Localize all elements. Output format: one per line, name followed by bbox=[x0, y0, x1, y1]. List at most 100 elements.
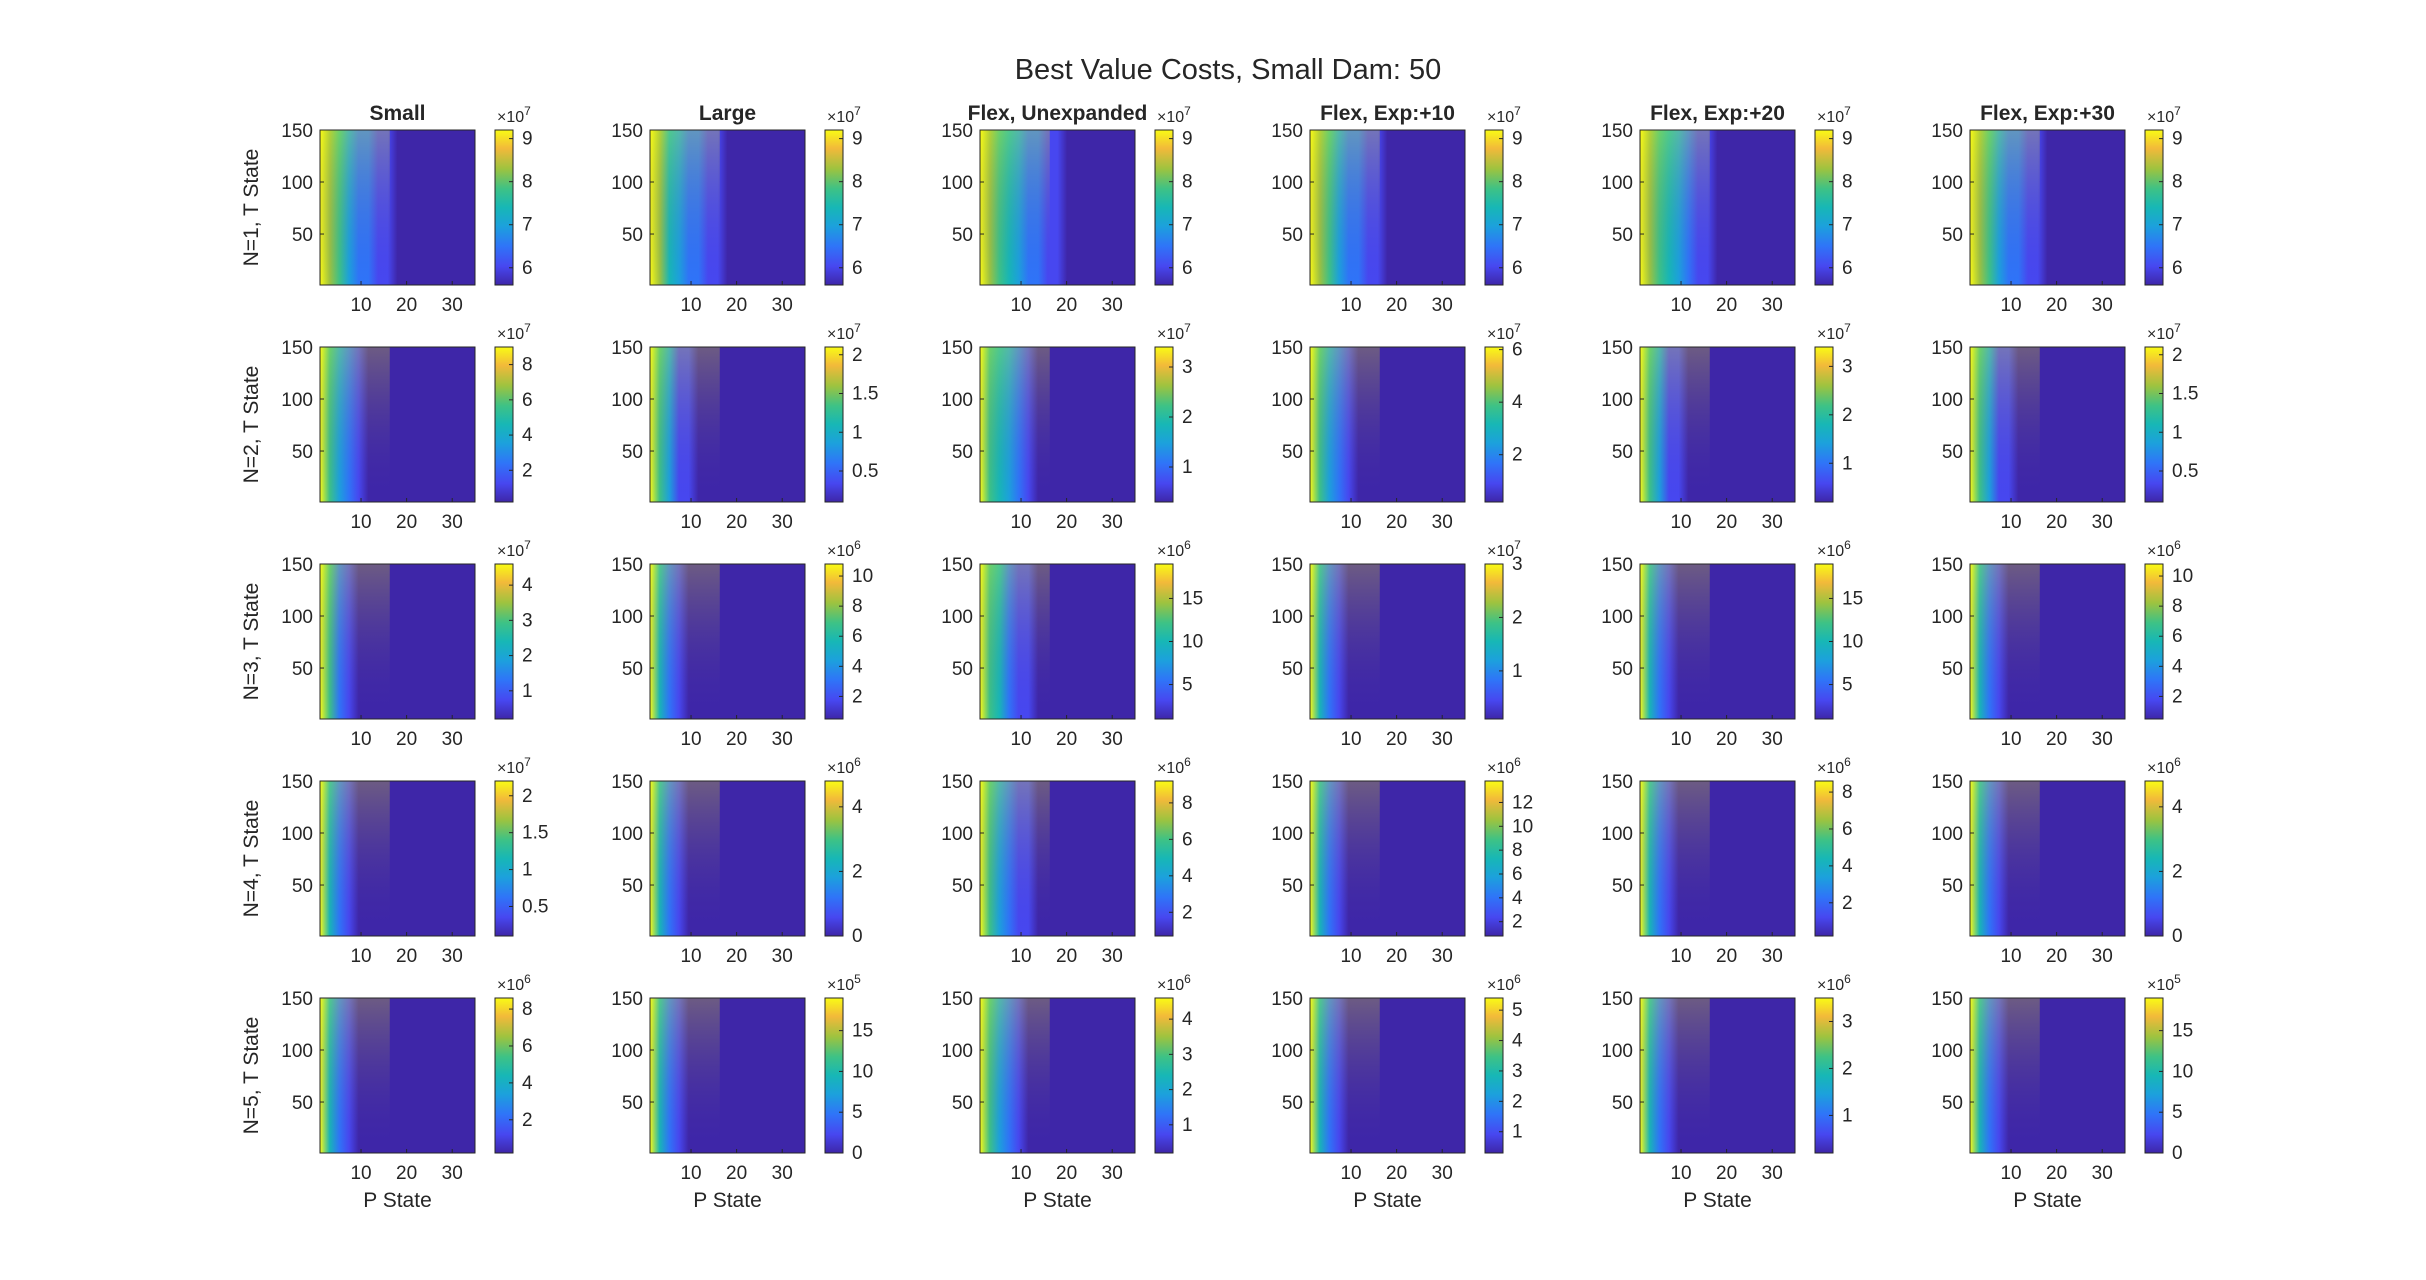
x-tick-label: 20 bbox=[1716, 295, 1737, 316]
colorbar-exponent: ×107 bbox=[497, 321, 531, 343]
colorbar-tick-label: 2 bbox=[1512, 607, 1523, 628]
y-tick-label: 50 bbox=[1942, 876, 1963, 897]
heatmap-overlay bbox=[1310, 347, 1380, 502]
colorbar bbox=[494, 346, 514, 503]
colorbar-tick-label: 4 bbox=[522, 575, 533, 596]
colorbar-tick-label: 7 bbox=[1842, 215, 1853, 236]
x-tick-label: 10 bbox=[1010, 295, 1031, 316]
y-tick-label: 50 bbox=[952, 659, 973, 680]
colorbar-exponent: ×107 bbox=[2147, 321, 2181, 343]
x-tick-label: 20 bbox=[396, 512, 417, 533]
axes-box bbox=[1309, 780, 1466, 937]
heatmap-panel: 50 100 150 10 20 30 6 7 8 9 ×107 Flex, Unexpanded bbox=[941, 102, 1192, 316]
y-tick-label: 150 bbox=[1931, 338, 1963, 359]
x-tick-label: 10 bbox=[1670, 729, 1691, 750]
colorbar-tick-label: 6 bbox=[1182, 829, 1193, 850]
colorbar bbox=[2144, 997, 2164, 1154]
axes-box bbox=[979, 780, 1136, 937]
x-tick-label: 20 bbox=[726, 946, 747, 967]
heatmap-panel: 50 100 150 10 20 30 2 4 6 8 ×107 N=2, T State bbox=[240, 321, 533, 533]
colorbar-exponent-power: 6 bbox=[1514, 972, 1521, 986]
x-tick-label: 20 bbox=[1716, 512, 1737, 533]
colorbar-tick-label: 9 bbox=[1842, 129, 1853, 150]
y-tick-label: 50 bbox=[1282, 225, 1303, 246]
heatmap-panel: 50 100 150 10 20 30 0.5 1 1.5 2×107 bbox=[611, 321, 878, 533]
colorbar-tick-label: 2 bbox=[1842, 1058, 1853, 1079]
colorbar-tick-label: 4 bbox=[1182, 1009, 1193, 1030]
heatmap-panel: 50 100 150 10 20 30 5 10 15 ×106 bbox=[941, 538, 1203, 750]
colorbar-exponent-power: 7 bbox=[2174, 104, 2181, 118]
x-tick-label: 10 bbox=[680, 946, 701, 967]
y-tick-label: 50 bbox=[1612, 225, 1633, 246]
y-tick-label: 150 bbox=[1931, 772, 1963, 793]
y-tick-label: 50 bbox=[292, 225, 313, 246]
y-tick-label: 150 bbox=[1601, 338, 1633, 359]
colorbar-exponent-power: 5 bbox=[854, 972, 861, 986]
colorbar-exponent: ×107 bbox=[497, 538, 531, 560]
y-tick-label: 50 bbox=[622, 225, 643, 246]
colorbar-tick-label: 1 bbox=[1182, 1115, 1193, 1136]
heatmap-panel: 50 100 150 10 20 30 2 4 6 8 ×106 bbox=[1601, 755, 1853, 967]
colorbar-tick-label: 6 bbox=[522, 390, 533, 411]
colorbar-tick-label: 8 bbox=[1842, 782, 1853, 803]
heatmap-panel: 50 100 150 10 20 30 0.5 1 1.5 2 ×107 N=4, T State bbox=[240, 755, 548, 967]
y-tick-label: 50 bbox=[622, 1093, 643, 1114]
x-tick-label: 10 bbox=[1340, 1163, 1361, 1184]
x-tick-label: 20 bbox=[2046, 512, 2067, 533]
x-tick-label: 10 bbox=[2000, 729, 2021, 750]
colorbar-tick-label: 8 bbox=[1182, 793, 1193, 814]
y-tick-label: 150 bbox=[1601, 772, 1633, 793]
x-tick-label: 30 bbox=[1102, 946, 1123, 967]
colorbar-exponent: ×107 bbox=[2147, 104, 2181, 126]
heatmap-overlay bbox=[650, 781, 720, 936]
y-tick-label: 100 bbox=[941, 1041, 973, 1062]
colorbar-tick-label: 2 bbox=[1512, 1091, 1523, 1112]
colorbar-tick-label: 15 bbox=[2172, 1021, 2193, 1042]
y-tick-label: 50 bbox=[952, 1093, 973, 1114]
colorbar-tick-label: 6 bbox=[1182, 258, 1193, 279]
colorbar-tick-label: 10 bbox=[2172, 1061, 2193, 1082]
heatmap-panel: 50 100 150 10 20 30 2 4 6 8 10 ×106 bbox=[1931, 538, 2193, 750]
axes-box bbox=[1969, 346, 2126, 503]
x-tick-label: 10 bbox=[1340, 512, 1361, 533]
x-tick-label: 20 bbox=[726, 512, 747, 533]
colorbar-tick-label: 4 bbox=[1182, 866, 1193, 887]
y-tick-label: 100 bbox=[1271, 173, 1303, 194]
colorbar-tick-label: 8 bbox=[522, 172, 533, 193]
y-tick-label: 150 bbox=[281, 555, 313, 576]
y-tick-label: 100 bbox=[1931, 607, 1963, 628]
axes-box bbox=[649, 129, 806, 286]
axes-box bbox=[1309, 997, 1466, 1154]
x-tick-label: 20 bbox=[396, 295, 417, 316]
heatmap-panel: 50 100 150 10 20 30 1 2 3 ×107 bbox=[1601, 321, 1852, 533]
colorbar-tick-label: 5 bbox=[1842, 675, 1853, 696]
colorbar-tick-label: 3 bbox=[522, 610, 533, 631]
x-tick-label: 30 bbox=[1102, 1163, 1123, 1184]
y-tick-label: 100 bbox=[281, 173, 313, 194]
colorbar-exponent-power: 6 bbox=[524, 972, 531, 986]
colorbar-exponent-power: 7 bbox=[854, 321, 861, 335]
colorbar-exponent: ×107 bbox=[1157, 321, 1191, 343]
y-tick-label: 150 bbox=[611, 338, 643, 359]
colorbar-tick-label: 4 bbox=[1512, 888, 1523, 909]
y-tick-label: 150 bbox=[1271, 555, 1303, 576]
axes-box bbox=[1639, 780, 1796, 937]
colorbar-tick-label: 7 bbox=[1512, 215, 1523, 236]
x-tick-label: 30 bbox=[442, 729, 463, 750]
colorbar-exponent: ×107 bbox=[1487, 538, 1521, 560]
colorbar-tick-label: 10 bbox=[1512, 816, 1533, 837]
colorbar-tick-label: 8 bbox=[1512, 840, 1523, 861]
colorbar-tick-label: 9 bbox=[522, 129, 533, 150]
colorbar-tick-label: 3 bbox=[1512, 554, 1523, 575]
axes-box bbox=[319, 997, 476, 1154]
x-tick-label: 30 bbox=[1762, 1163, 1783, 1184]
colorbar-exponent: ×107 bbox=[497, 104, 531, 126]
colorbar bbox=[1484, 129, 1504, 286]
colorbar-exponent-power: 7 bbox=[1514, 538, 1521, 552]
y-tick-label: 100 bbox=[1601, 1041, 1633, 1062]
colorbar-exponent: ×106 bbox=[1817, 538, 1851, 560]
colorbar-tick-label: 7 bbox=[1182, 215, 1193, 236]
x-tick-label: 20 bbox=[396, 1163, 417, 1184]
y-tick-label: 50 bbox=[1282, 442, 1303, 463]
colorbar-exponent: ×107 bbox=[1487, 321, 1521, 343]
